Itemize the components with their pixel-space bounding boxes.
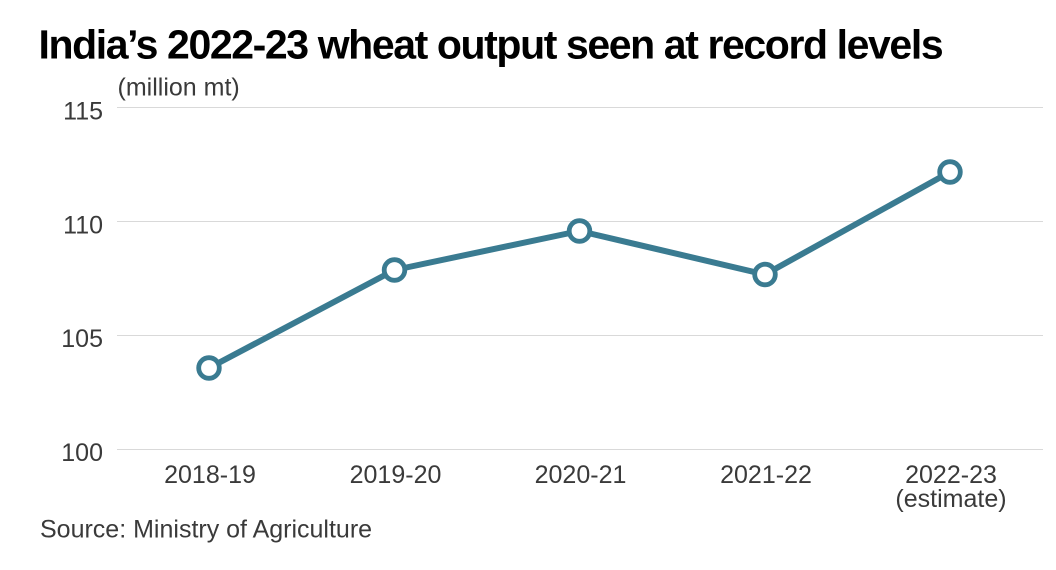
svg-text:110: 110 (63, 212, 103, 240)
svg-text:2021-22: 2021-22 (720, 461, 812, 489)
svg-text:India’s 2022-23 wheat output s: India’s 2022-23 wheat output seen at rec… (39, 22, 943, 68)
svg-text:(million mt): (million mt) (118, 74, 240, 102)
svg-text:2019-20: 2019-20 (350, 461, 442, 489)
svg-text:(estimate): (estimate) (895, 485, 1006, 513)
svg-text:2018-19: 2018-19 (164, 461, 256, 489)
svg-text:100: 100 (61, 439, 103, 467)
svg-text:2020-21: 2020-21 (535, 461, 627, 489)
svg-text:115: 115 (63, 98, 103, 126)
svg-text:105: 105 (61, 325, 103, 353)
svg-text:2022-23: 2022-23 (905, 461, 997, 489)
svg-text:Source: Ministry of Agricultur: Source: Ministry of Agriculture (40, 516, 372, 544)
